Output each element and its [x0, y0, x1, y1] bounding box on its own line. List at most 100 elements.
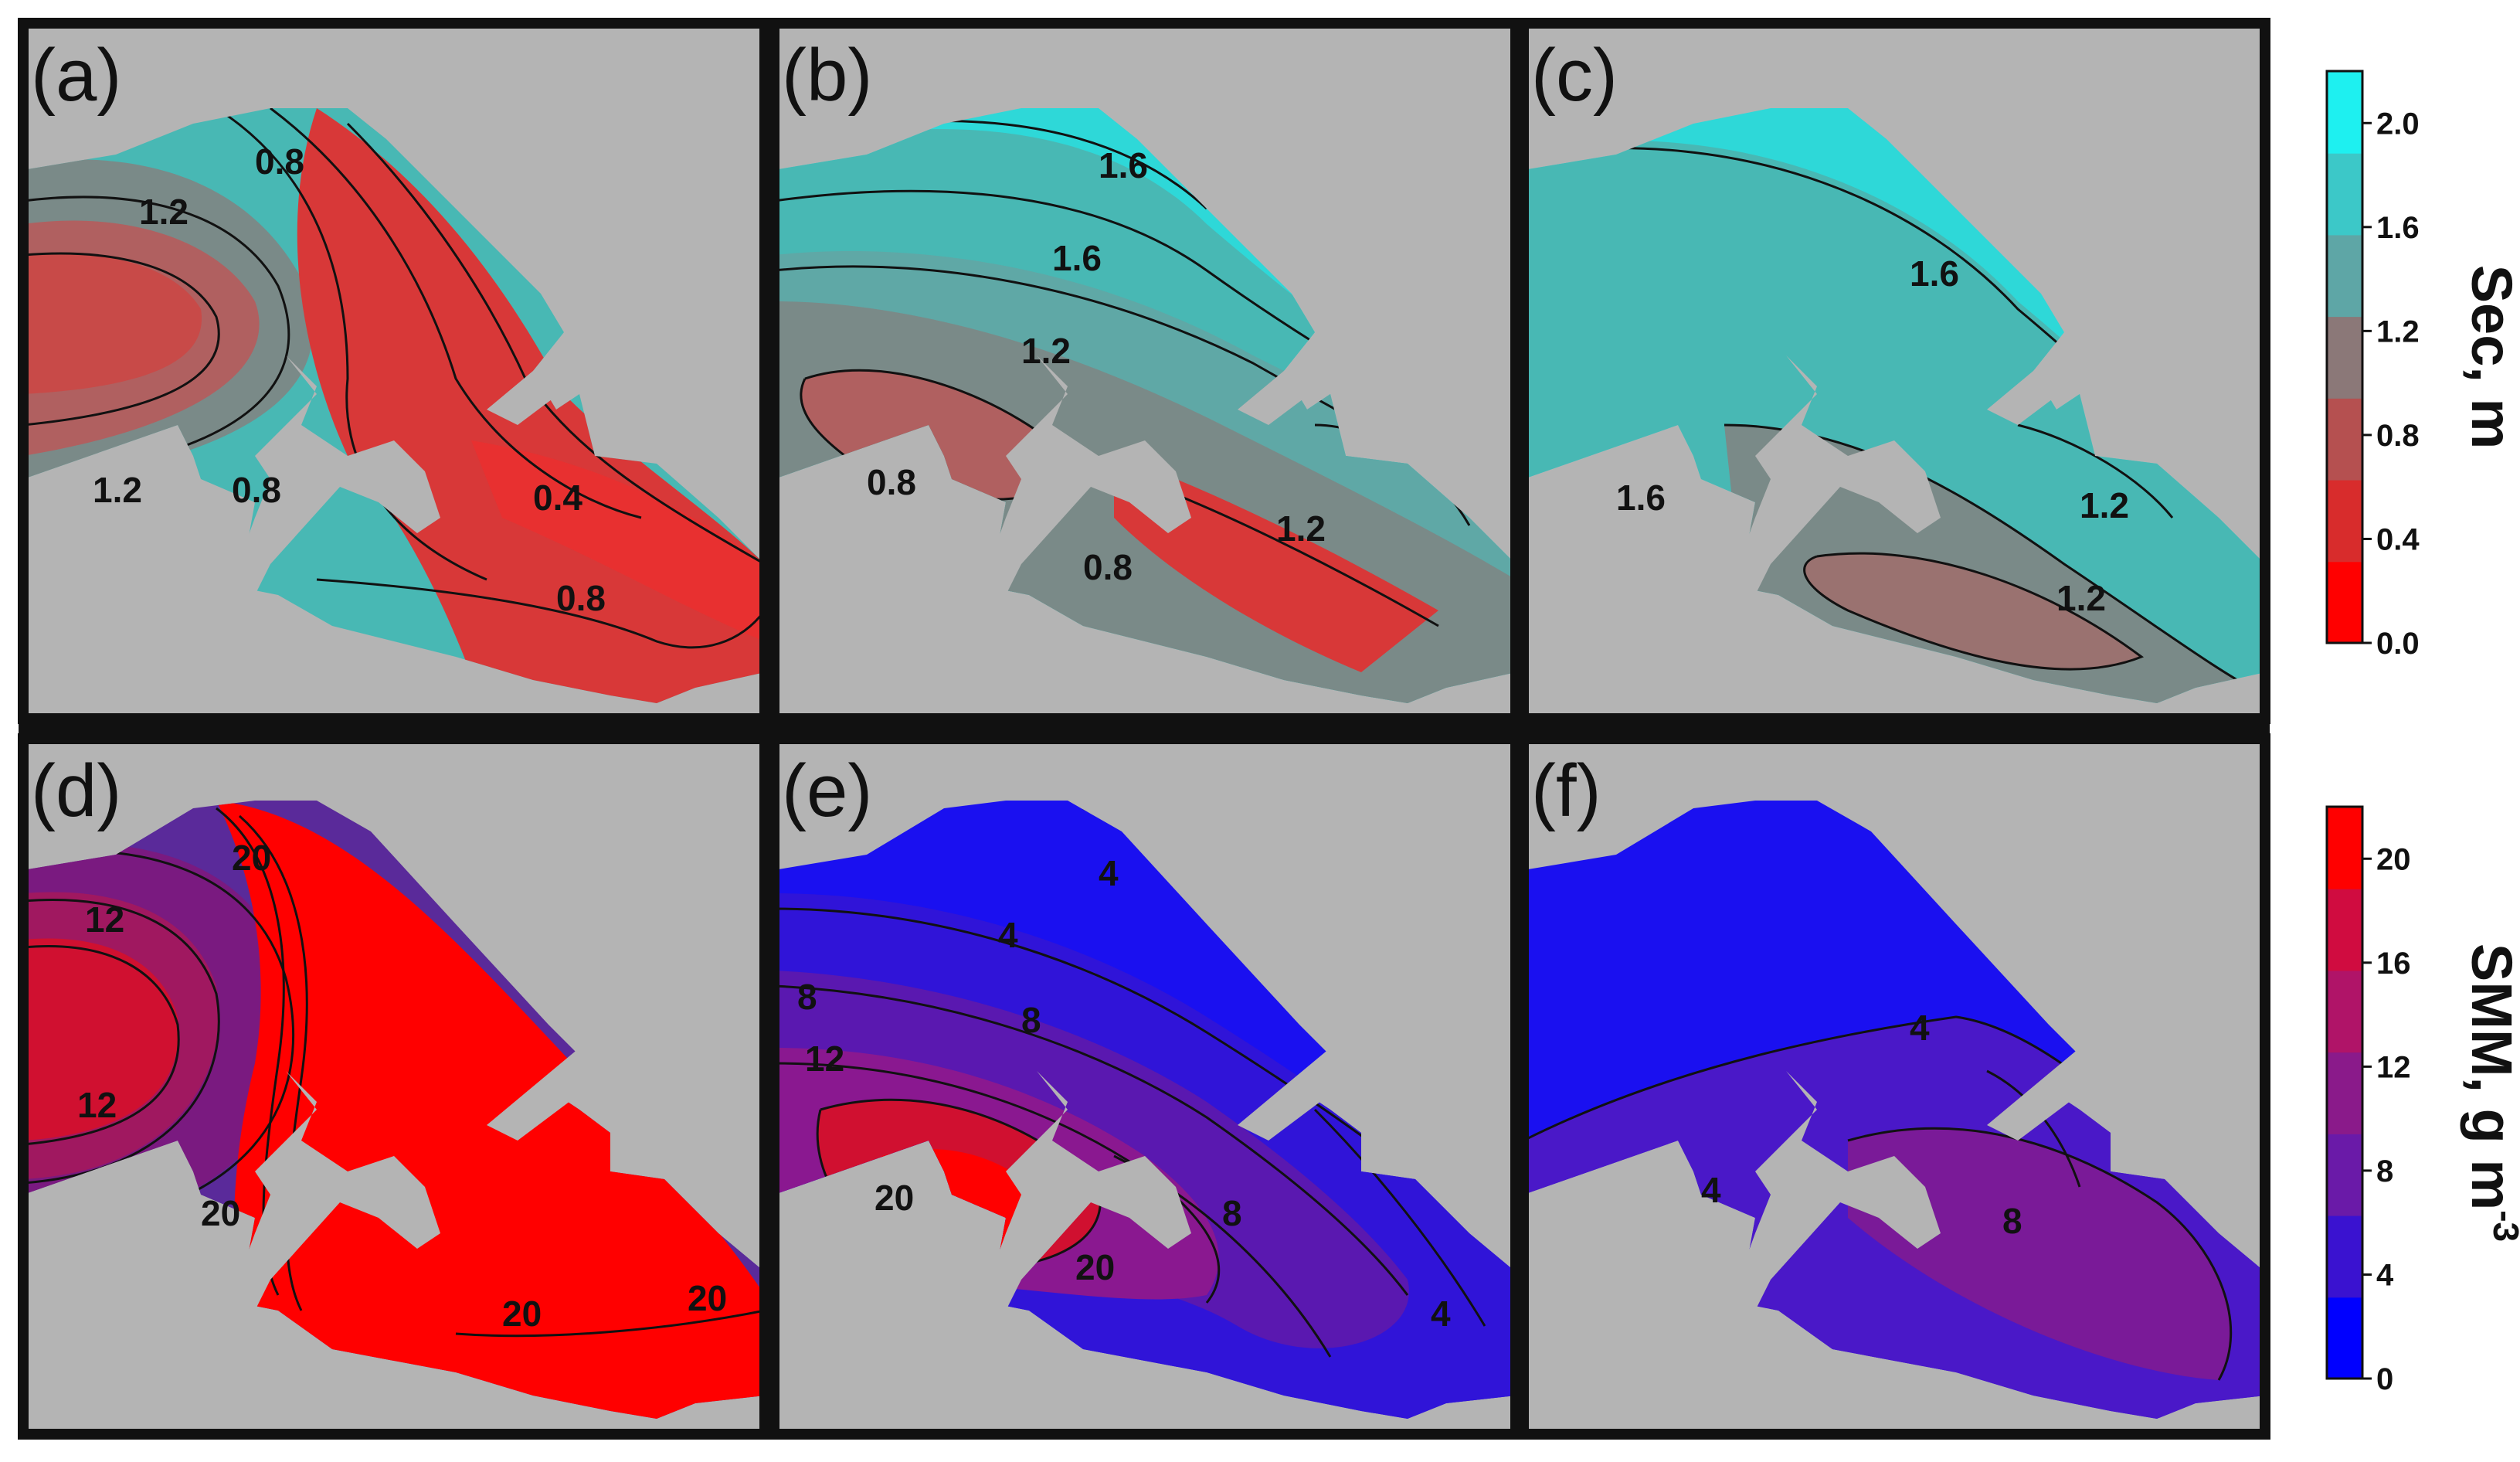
panel-c-contour-label: 1.2	[2080, 485, 2129, 525]
colorbar-sec-band	[2327, 479, 2362, 563]
panel-b-contour-label: 1.2	[1276, 508, 1326, 549]
panel-d-contour-label: 20	[502, 1294, 542, 1334]
panel-b: 1.6 1.6 1.2 0.8 1.2 0.8 (b)	[769, 18, 1521, 724]
panel-e-contour-label: 4	[1099, 853, 1119, 893]
colorbar-sec-title: Sec, m	[2460, 265, 2520, 450]
colorbar-sec-tick-label: 1.2	[2376, 314, 2420, 348]
colorbar-smm-band	[2327, 1215, 2362, 1298]
panel-e-contour-label: 4	[1431, 1294, 1451, 1334]
panel-e-contour-2	[774, 1062, 1221, 1304]
colorbar-sec-tick-label: 0.4	[2376, 522, 2420, 556]
panel-f: 4 4 8 (f)	[1518, 733, 2270, 1440]
colorbar-sec: 0.0 0.4 0.8 1.2 1.6 2.0 Sec, m	[2325, 70, 2520, 661]
panel-d-contour-5	[455, 1309, 765, 1338]
panel-b-road	[975, 355, 1191, 610]
panel-c-label: (c)	[1531, 34, 1618, 117]
panel-c-region-3	[1804, 553, 2141, 670]
panel-d-contour-label: 12	[77, 1085, 117, 1125]
panel-a-region-5	[471, 440, 765, 641]
panel-b-contour-label: 0.8	[867, 462, 916, 502]
panel-b-contour-label: 1.6	[1052, 238, 1102, 278]
panel-e-contour-label: 12	[805, 1039, 844, 1079]
colorbar-sec-tick-label: 0.0	[2376, 627, 2420, 661]
colorbar-smm-tick-label: 20	[2376, 842, 2411, 876]
colorbar-sec-band	[2327, 316, 2362, 399]
colorbar-smm-tick-label: 4	[2376, 1258, 2394, 1292]
panel-c-contour-1	[1724, 423, 2265, 697]
panel-a-region-3	[23, 253, 202, 394]
panel-d-road	[224, 1071, 440, 1326]
colorbar-sec-band	[2327, 397, 2362, 481]
panel-e-label: (e)	[782, 750, 872, 832]
panel-e-contour-1	[774, 984, 1409, 1296]
colorbar-smm: 0 4 8 12 16 20 SMM, g m-3	[2325, 805, 2520, 1396]
panel-d-region-4	[216, 801, 765, 1419]
panel-c-contour-label: 1.6	[1910, 253, 1959, 294]
panel-f-label: (f)	[1531, 750, 1601, 832]
panel-a-contour-1	[23, 252, 220, 427]
panel-c-road	[1724, 355, 1941, 610]
panel-c-contour-2	[1803, 552, 2145, 671]
panel-e: 4 4 8 8 12 20 20 8 4 (e)	[769, 733, 1521, 1440]
panel-d-contour-label: 20	[232, 838, 271, 878]
colorbar-smm-tick-label: 12	[2376, 1050, 2411, 1084]
colorbar-smm-band	[2327, 1052, 2362, 1134]
panel-d-label: (d)	[31, 750, 121, 832]
colorbar-smm-band	[2327, 970, 2362, 1053]
panel-a-contour-label: 0.8	[255, 141, 304, 182]
panel-e-contour-label: 8	[797, 977, 817, 1017]
panel-f-contour-2	[1986, 1069, 2081, 1188]
colorbar-sec-tick-label: 0.8	[2376, 419, 2420, 453]
panel-e-contour-label: 4	[998, 915, 1018, 955]
panel-d-contour-label: 12	[85, 899, 124, 940]
panel-a-contour-label: 1.2	[93, 470, 142, 510]
colorbar-smm-tick-label: 8	[2376, 1154, 2393, 1188]
panel-c-contour-3	[2017, 423, 2174, 518]
colorbar-sec-frame	[2325, 70, 2364, 644]
panel-a-road	[224, 355, 440, 610]
colorbar-smm-band	[2327, 888, 2362, 971]
panel-c-contour-label: 1.6	[1616, 478, 1666, 518]
colorbar-smm-title-sup: -3	[2486, 1210, 2520, 1242]
panel-c-contour-label: 1.2	[2056, 578, 2106, 618]
panel-e-contour-6	[1313, 1108, 1486, 1327]
colorbar-smm-band	[2327, 1297, 2362, 1379]
panel-b-contour-label: 1.2	[1021, 331, 1071, 371]
panel-a-contour-label: 0.8	[556, 578, 606, 618]
panel-f-region-2	[1848, 1128, 2231, 1380]
colorbar-sec-band	[2327, 234, 2362, 318]
panel-a-contour-3	[270, 108, 642, 519]
panel-c-road-branch	[1987, 332, 2111, 425]
panel-f-contour-label: 4	[1910, 1008, 1930, 1048]
colorbar-smm-tick-label: 0	[2376, 1362, 2393, 1396]
panel-b-region-5	[1114, 456, 1438, 672]
panel-a-contour-label: 0.4	[533, 478, 582, 518]
panel-d-contour-1	[23, 899, 220, 1185]
colorbar-sec-tick-label: 1.6	[2376, 211, 2420, 245]
panel-e-contour-label: 20	[1075, 1247, 1115, 1287]
panel-e-contour-label: 8	[1222, 1193, 1242, 1233]
panel-d-road-branch	[487, 1048, 610, 1141]
panel-e-contour-label: 8	[1021, 1000, 1041, 1040]
colorbar-sec-band	[2327, 71, 2362, 154]
panel-a-contour-label: 0.8	[232, 470, 281, 510]
panel-a-contour-label: 1.2	[139, 192, 188, 232]
panel-c: 1.6 1.6 1.2 1.2 (c)	[1518, 18, 2270, 724]
panel-a-contour-5	[316, 578, 765, 649]
panel-f-contour-label: 8	[2002, 1201, 2022, 1241]
colorbar-sec-tick-label: 2.0	[2376, 107, 2420, 141]
colorbar-smm-band	[2327, 807, 2362, 889]
panel-a: 0.8 1.2 1.2 0.8 0.4 0.8 (a)	[18, 18, 770, 724]
colorbar-smm-title: SMM, g m-3	[2460, 944, 2520, 1242]
panel-b-label: (b)	[782, 34, 872, 117]
colorbar-smm-frame	[2325, 805, 2364, 1380]
panel-d-region-3	[23, 938, 179, 1141]
panel-a-contour-2	[216, 108, 487, 581]
row-separator	[19, 719, 2270, 739]
panel-d-contour-label: 20	[201, 1193, 240, 1233]
colorbar-smm-band	[2327, 1133, 2362, 1216]
colorbar-sec-band	[2327, 152, 2362, 236]
colorbar-sec-band	[2327, 561, 2362, 644]
panel-d-contour-label: 20	[688, 1278, 727, 1318]
